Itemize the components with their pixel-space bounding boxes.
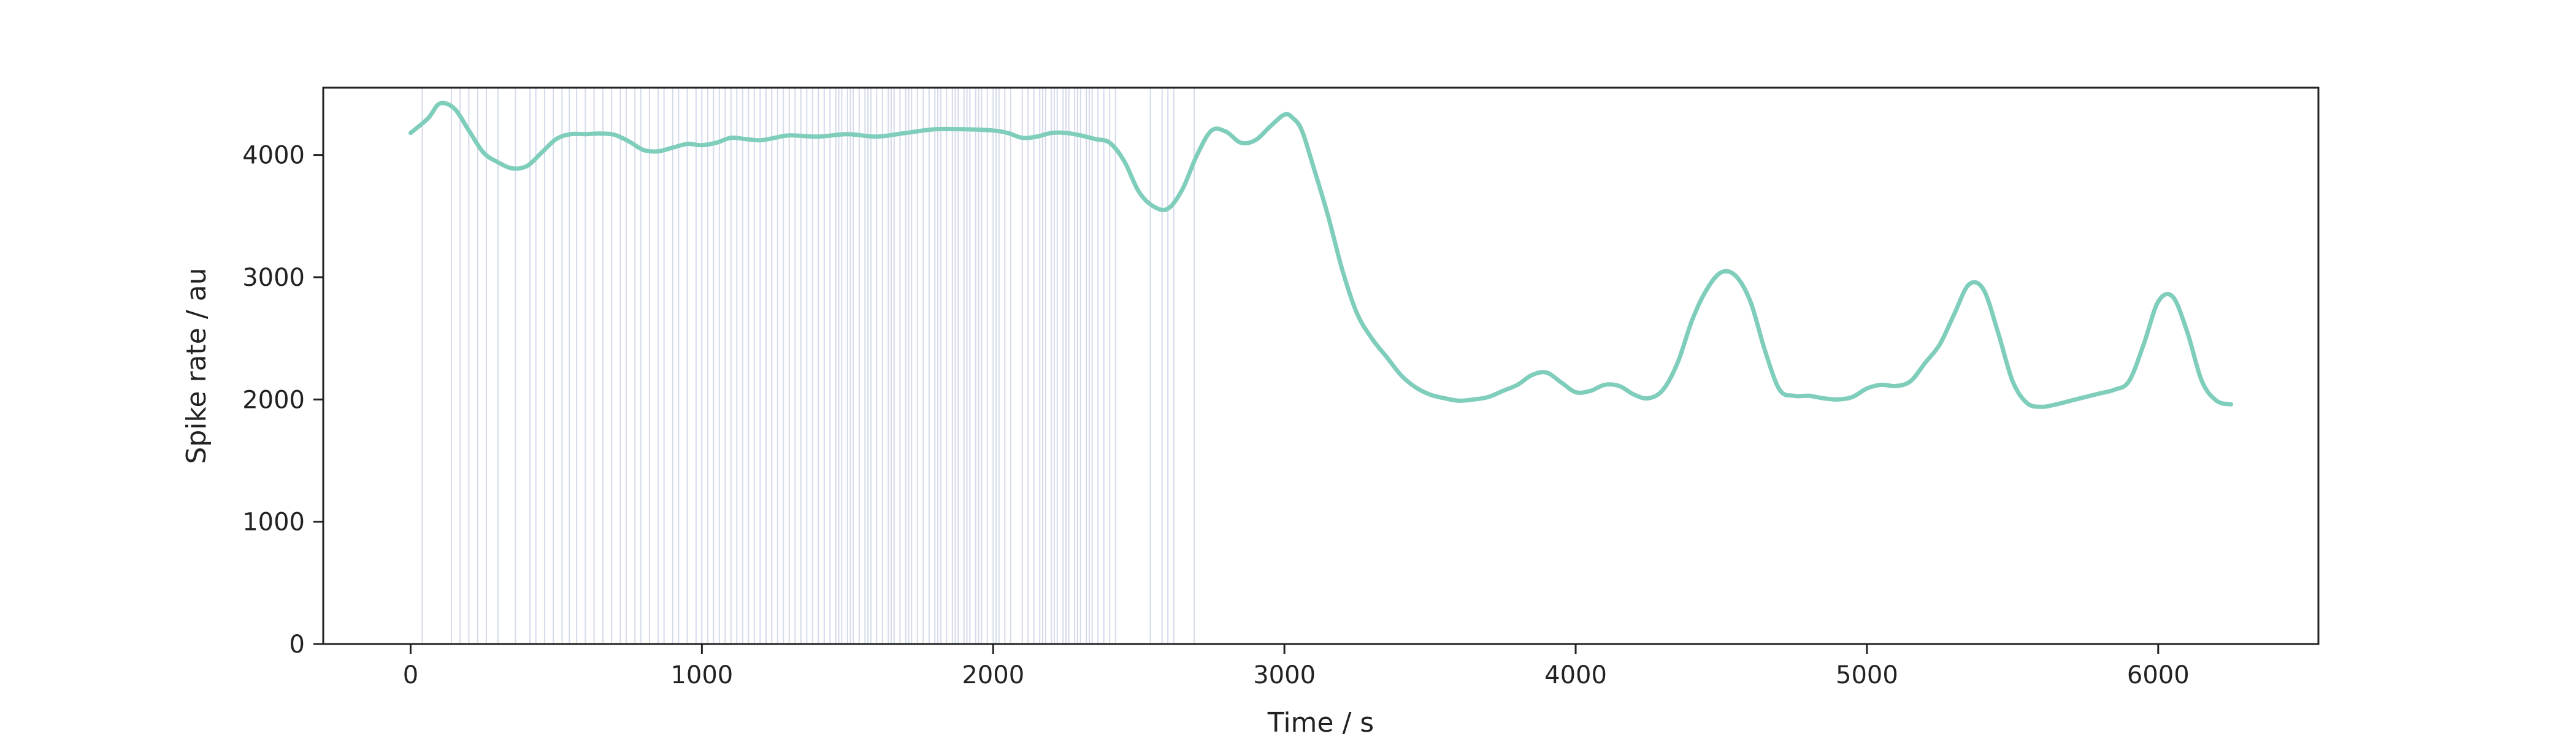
x-tick-label: 3000 [1253, 661, 1316, 689]
series-layer [408, 101, 2233, 409]
y-tick-label: 3000 [242, 264, 305, 292]
y-tick-label: 0 [289, 631, 305, 659]
x-axis-label: Time / s [1267, 707, 1374, 736]
plot-frame [322, 86, 2320, 645]
x-tick-label: 0 [403, 661, 418, 689]
event-lines [421, 88, 1195, 644]
x-tick-label: 4000 [1544, 661, 1607, 689]
x-tick-label: 1000 [670, 661, 733, 689]
x-tick-label: 5000 [1836, 661, 1898, 689]
x-tick-label: 2000 [962, 661, 1024, 689]
y-axis-label: Spike rate / au [181, 267, 212, 464]
series-line [408, 101, 2233, 409]
y-axis: 0 1000 2000 3000 4000 [242, 142, 323, 659]
y-tick-label: 1000 [242, 508, 305, 537]
x-tick-label: 6000 [2127, 661, 2190, 689]
y-tick-label: 2000 [242, 386, 305, 414]
x-axis: 0 1000 2000 3000 4000 5000 6000 [403, 644, 2190, 689]
y-tick-label: 4000 [242, 142, 305, 170]
